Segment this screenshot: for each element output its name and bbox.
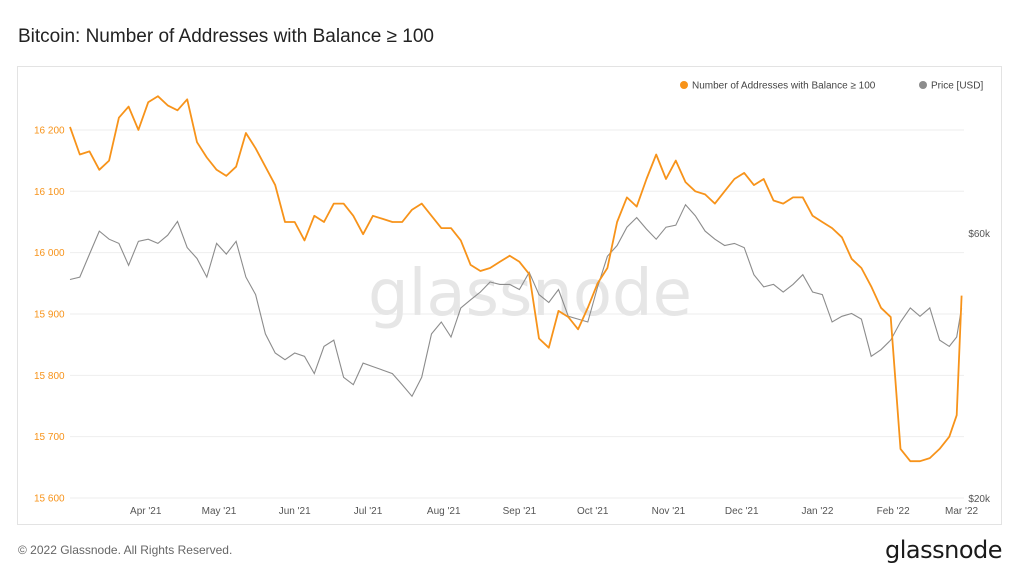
addresses-line bbox=[69, 95, 963, 463]
right-tick-label: $60k bbox=[968, 229, 991, 240]
x-tick-label: Jul '21 bbox=[354, 506, 383, 517]
legend: Number of Addresses with Balance ≥ 100 P… bbox=[680, 81, 983, 92]
right-axis-ticks: $20k $60k bbox=[968, 229, 991, 505]
legend-addresses-label: Number of Addresses with Balance ≥ 100 bbox=[692, 81, 876, 92]
left-tick-label: 16 100 bbox=[34, 187, 65, 198]
legend-price-label: Price [USD] bbox=[931, 81, 983, 92]
left-tick-label: 16 200 bbox=[34, 125, 65, 136]
x-tick-label: Aug '21 bbox=[427, 506, 461, 517]
left-tick-label: 15 600 bbox=[34, 494, 65, 505]
price-series bbox=[69, 203, 963, 398]
grid bbox=[70, 129, 964, 499]
x-tick-label: May '21 bbox=[202, 506, 237, 517]
x-tick-label: Dec '21 bbox=[725, 506, 759, 517]
copyright-text: © 2022 Glassnode. All Rights Reserved. bbox=[18, 543, 233, 557]
chart-panel: glassnode 15 600 15 700 15 800 15 900 16 000… bbox=[17, 66, 1002, 525]
x-tick-label: Jun '21 bbox=[279, 506, 311, 517]
x-tick-label: Nov '21 bbox=[652, 506, 686, 517]
x-axis-ticks: Apr '21 May '21 Jun '21 Jul '21 Aug '21 Sep '… bbox=[130, 506, 978, 517]
x-tick-label: Apr '21 bbox=[130, 506, 162, 517]
x-tick-label: Jan '22 bbox=[801, 506, 833, 517]
x-tick-label: Sep '21 bbox=[503, 506, 537, 517]
addresses-series bbox=[69, 95, 963, 463]
legend-price-icon bbox=[919, 81, 927, 89]
left-tick-label: 15 700 bbox=[34, 432, 65, 443]
x-tick-label: Mar '22 bbox=[945, 506, 978, 517]
chart-svg: glassnode 15 600 15 700 15 800 15 900 16 000… bbox=[34, 81, 991, 518]
x-tick-label: Feb '22 bbox=[877, 506, 910, 517]
x-tick-label: Oct '21 bbox=[577, 506, 609, 517]
left-tick-label: 15 900 bbox=[34, 309, 65, 320]
watermark-text: glassnode bbox=[368, 257, 692, 331]
price-line bbox=[69, 203, 963, 398]
right-tick-label: $20k bbox=[968, 494, 991, 505]
left-axis-ticks: 15 600 15 700 15 800 15 900 16 000 16 100 16 2… bbox=[34, 125, 65, 504]
left-tick-label: 16 000 bbox=[34, 248, 65, 259]
glassnode-logo: glassnode bbox=[884, 536, 1003, 564]
chart-title: Bitcoin: Number of Addresses with Balanc… bbox=[18, 26, 434, 47]
left-tick-label: 15 800 bbox=[34, 371, 65, 382]
legend-addresses-icon bbox=[680, 81, 688, 89]
